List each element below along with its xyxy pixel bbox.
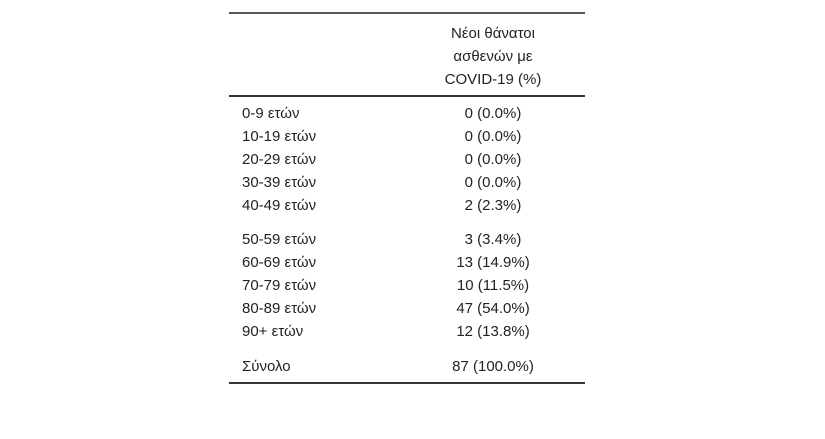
column-header-line-2: ασθενών με xyxy=(453,48,533,65)
table-row: 20-29 ετών 0 (0.0%) xyxy=(229,148,585,171)
covid-deaths-by-age-table: Νέοι θάνατοι ασθενών με COVID-19 (%) 0-9… xyxy=(229,12,585,384)
column-header-line-1: Νέοι θάνατοι xyxy=(451,25,535,42)
deaths-value: 0 (0.0%) xyxy=(464,174,522,191)
total-value: 87 (100.0%) xyxy=(452,358,534,375)
table-row: 0-9 ετών 0 (0.0%) xyxy=(229,102,585,125)
table-row: 70-79 ετών 10 (11.5%) xyxy=(229,274,585,297)
age-group-label: 70-79 ετών xyxy=(242,277,317,294)
age-group-label: 30-39 ετών xyxy=(242,174,317,191)
age-group-label: 90+ ετών xyxy=(242,323,304,340)
table-row: 90+ ετών 12 (13.8%) xyxy=(229,320,585,343)
deaths-value: 0 (0.0%) xyxy=(464,128,522,145)
age-group-label: 40-49 ετών xyxy=(242,197,317,214)
deaths-value: 10 (11.5%) xyxy=(456,277,530,294)
age-group-label: 80-89 ετών xyxy=(242,300,317,317)
column-header-line-3: COVID-19 (%) xyxy=(444,71,542,88)
age-group-label: 10-19 ετών xyxy=(242,128,317,145)
deaths-value: 0 (0.0%) xyxy=(464,105,522,122)
table-row: 50-59 ετών 3 (3.4%) xyxy=(229,228,585,251)
age-group-label: 50-59 ετών xyxy=(242,231,317,248)
deaths-value: 13 (14.9%) xyxy=(456,254,530,271)
table-row: 40-49 ετών 2 (2.3%) xyxy=(229,194,585,217)
deaths-value: 3 (3.4%) xyxy=(464,231,522,248)
deaths-value: 0 (0.0%) xyxy=(464,151,522,168)
total-row: Σύνολο 87 (100.0%) xyxy=(229,355,585,378)
age-group-block-2: 50-59 ετών 3 (3.4%) 60-69 ετών 13 (14.9%… xyxy=(229,228,585,343)
deaths-value: 47 (54.0%) xyxy=(456,300,530,317)
age-group-block-1: 0-9 ετών 0 (0.0%) 10-19 ετών 0 (0.0%) 20… xyxy=(229,102,585,217)
age-group-label: 60-69 ετών xyxy=(242,254,317,271)
total-label: Σύνολο xyxy=(242,358,291,375)
age-group-label: 0-9 ετών xyxy=(242,105,300,122)
table-row: 60-69 ετών 13 (14.9%) xyxy=(229,251,585,274)
age-group-label: 20-29 ετών xyxy=(242,151,317,168)
table-row: 10-19 ετών 0 (0.0%) xyxy=(229,125,585,148)
table-column-header: Νέοι θάνατοι ασθενών με COVID-19 (%) xyxy=(229,14,585,97)
table-row: 30-39 ετών 0 (0.0%) xyxy=(229,171,585,194)
deaths-value: 12 (13.8%) xyxy=(456,323,530,340)
deaths-value: 2 (2.3%) xyxy=(464,197,522,214)
table-row: 80-89 ετών 47 (54.0%) xyxy=(229,297,585,320)
